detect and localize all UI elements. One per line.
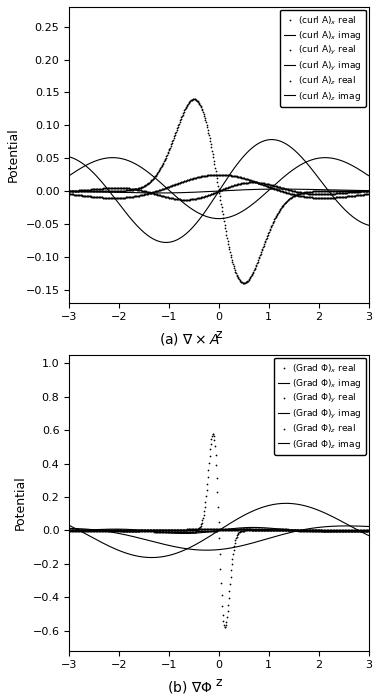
Legend: (curl A)$_x$ real, (curl A)$_x$ imag, (curl A)$_y$ real, (curl A)$_y$ imag, (cur: (curl A)$_x$ real, (curl A)$_x$ imag, (c… [280, 10, 366, 107]
Y-axis label: Potential: Potential [7, 127, 20, 182]
Text: (a) $\nabla \times A$: (a) $\nabla \times A$ [159, 331, 220, 347]
X-axis label: z: z [216, 676, 222, 689]
X-axis label: z: z [216, 328, 222, 341]
Text: (b) $\nabla \Phi$: (b) $\nabla \Phi$ [167, 679, 212, 695]
Y-axis label: Potential: Potential [14, 475, 27, 530]
Legend: (Grad $\Phi$)$_x$ real, (Grad $\Phi$)$_x$ imag, (Grad $\Phi$)$_y$ real, (Grad $\: (Grad $\Phi$)$_x$ real, (Grad $\Phi$)$_x… [274, 358, 366, 455]
